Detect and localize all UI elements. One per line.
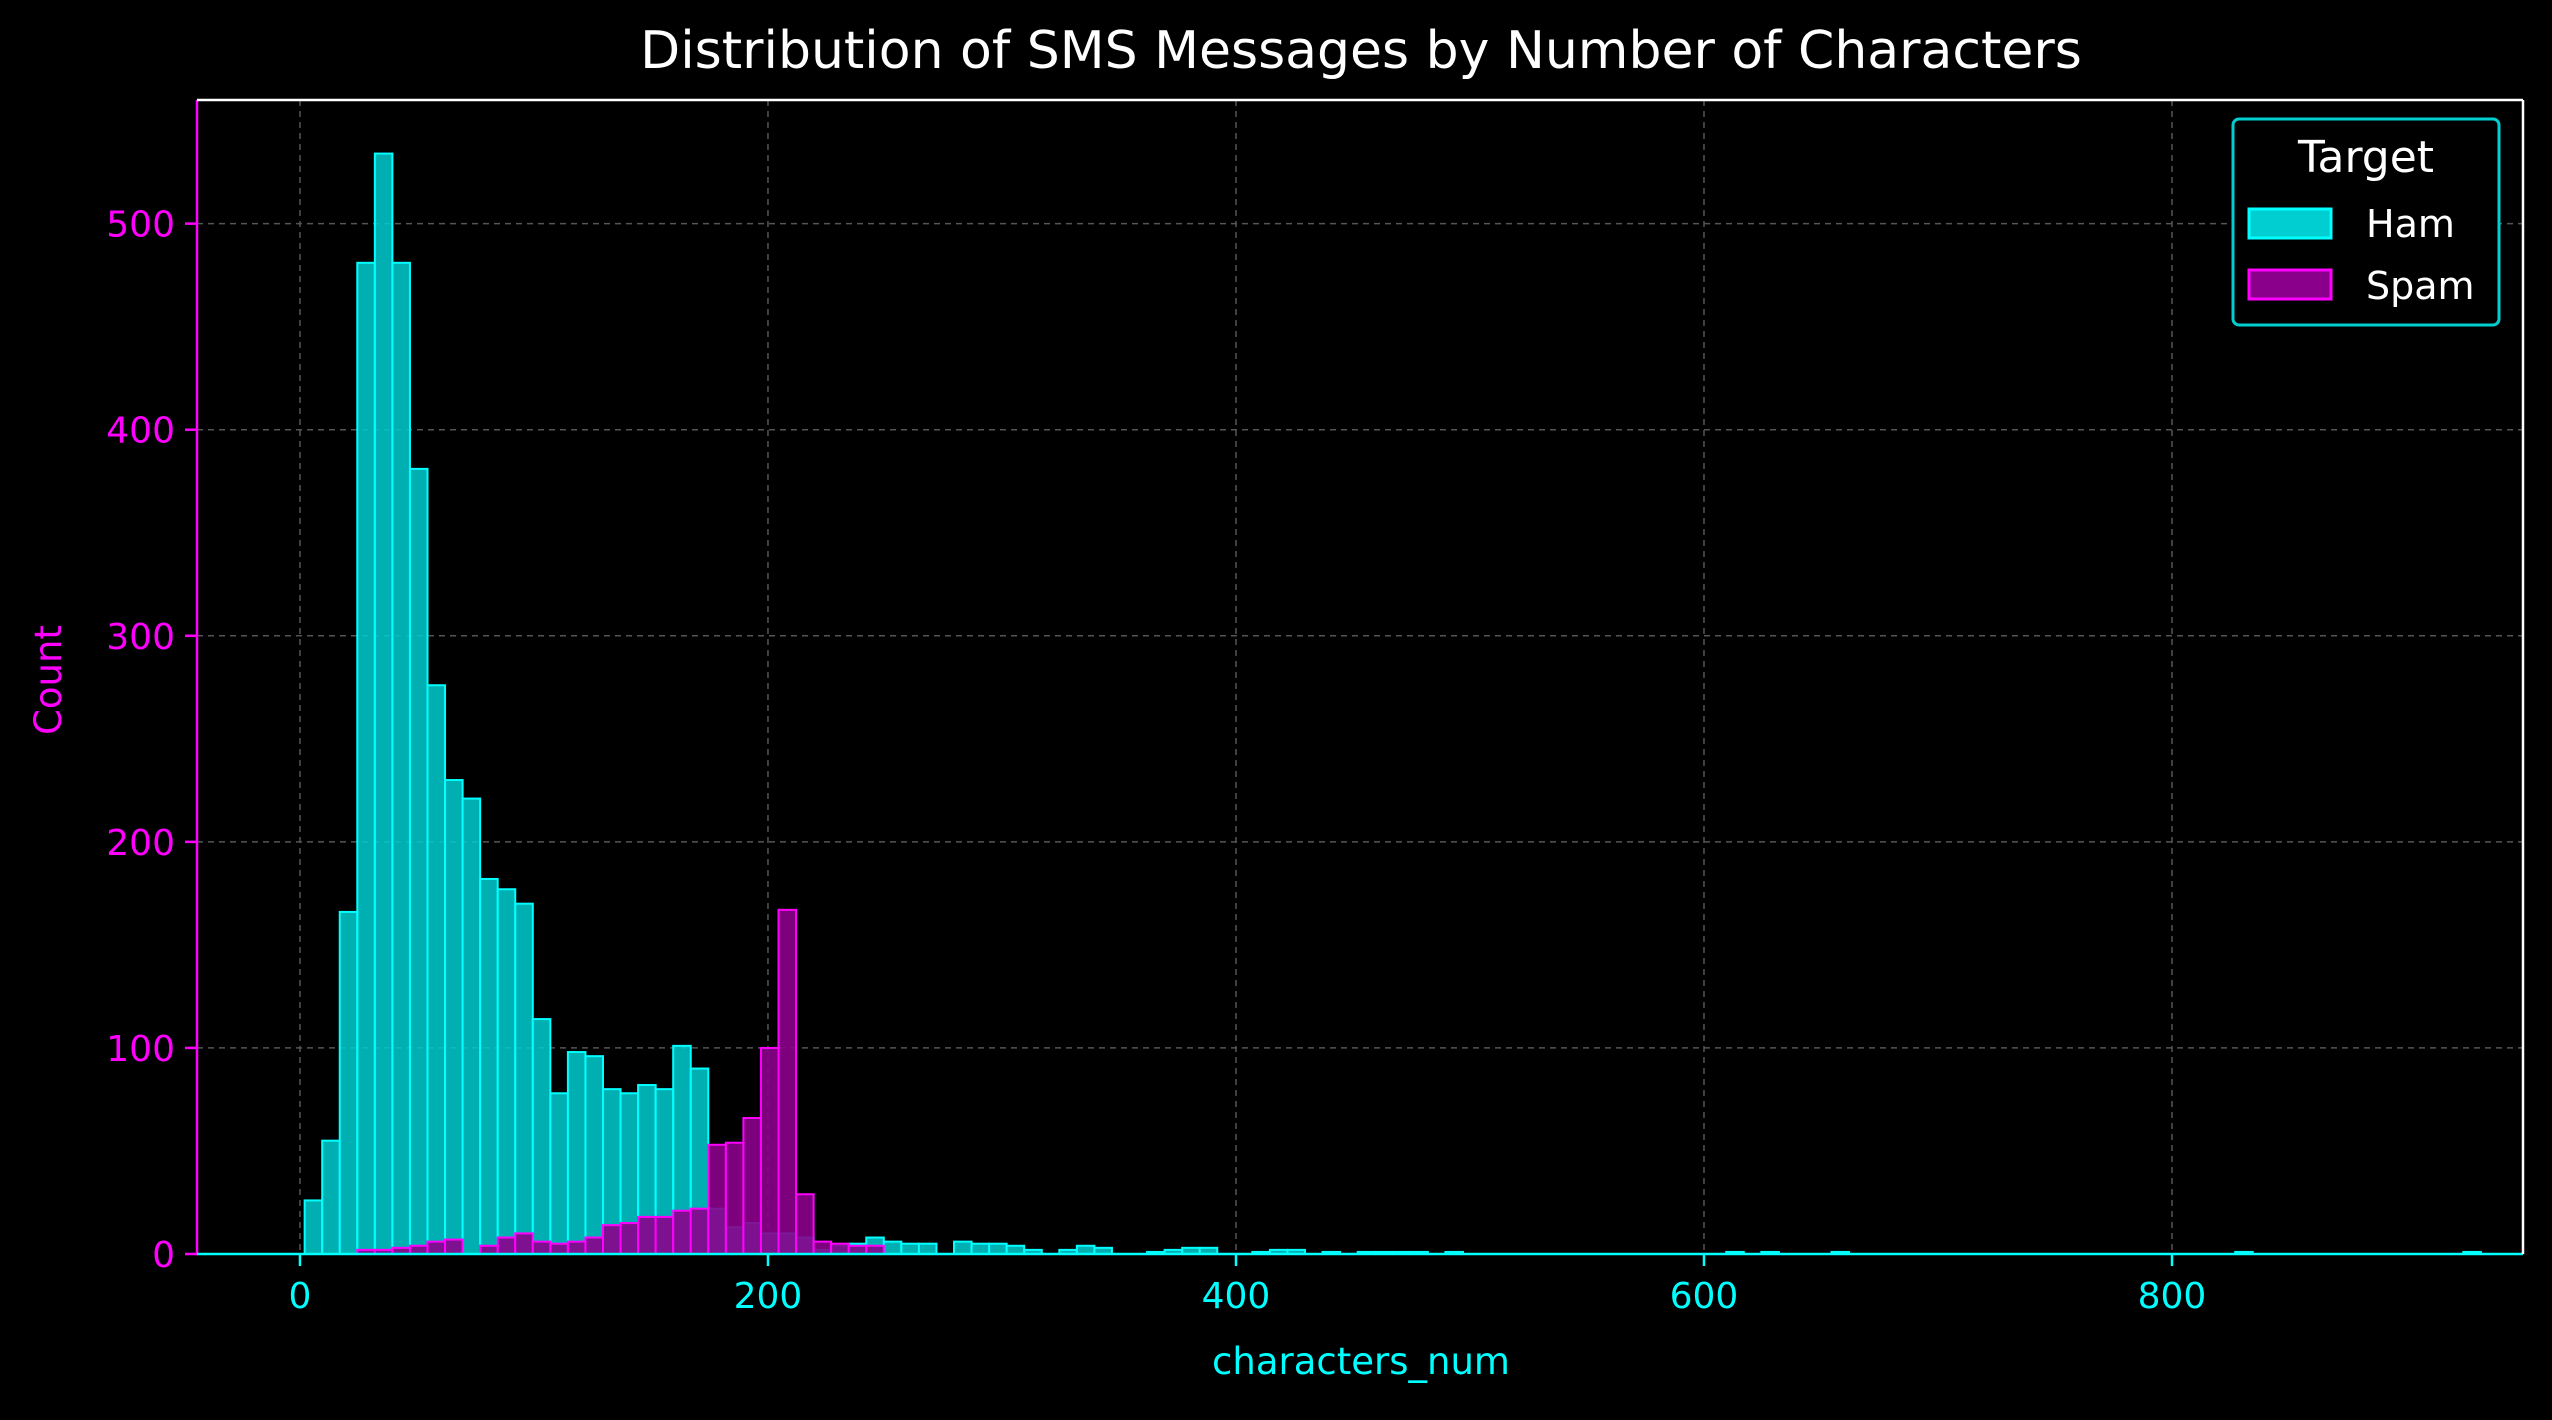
- spam-bar: [830, 1242, 850, 1255]
- spam-bars: [356, 908, 885, 1256]
- legend-label-ham: Ham: [2366, 202, 2455, 246]
- spam-bar: [566, 1240, 587, 1256]
- ham-bar: [408, 467, 429, 1255]
- ham-bar: [479, 877, 499, 1255]
- spam-bar: [549, 1242, 569, 1255]
- y-tick-label: 300: [106, 617, 175, 658]
- ham-bar: [566, 1051, 587, 1256]
- spam-bar: [724, 1141, 745, 1256]
- spam-bar: [777, 908, 798, 1255]
- y-axis-label: Count: [27, 625, 70, 735]
- legend-label-spam: Spam: [2366, 264, 2475, 308]
- ham-bar: [373, 152, 394, 1255]
- x-tick-label: 400: [1202, 1276, 1271, 1317]
- spam-bar: [742, 1116, 762, 1255]
- x-tick-label: 200: [734, 1276, 803, 1317]
- spam-bar: [514, 1232, 534, 1255]
- x-tick-label: 800: [2138, 1276, 2207, 1317]
- ham-bar: [391, 261, 411, 1255]
- chart-title: Distribution of SMS Messages by Number o…: [640, 21, 2082, 81]
- spam-bar: [654, 1215, 675, 1255]
- ham-bar: [917, 1242, 938, 1255]
- y-tick-label: 400: [106, 411, 175, 452]
- spam-bar: [531, 1240, 552, 1256]
- ham-bar: [584, 1055, 604, 1255]
- legend-title: Target: [2297, 132, 2434, 183]
- spam-bar: [444, 1238, 464, 1255]
- spam-bar: [707, 1143, 727, 1255]
- x-axis-label: characters_num: [1212, 1340, 1510, 1383]
- spam-bar: [619, 1222, 640, 1255]
- ham-bar: [461, 797, 482, 1255]
- ham-bar: [426, 684, 447, 1255]
- legend-swatch-spam: [2247, 268, 2333, 301]
- spam-bar: [584, 1236, 604, 1255]
- ham-bar: [882, 1240, 903, 1256]
- ham-bar: [549, 1092, 569, 1255]
- spam-bar: [795, 1193, 815, 1255]
- legend-swatch-ham: [2247, 207, 2333, 240]
- y-tick-label: 0: [152, 1235, 175, 1276]
- spam-bar: [426, 1240, 447, 1256]
- y-tick-label: 500: [106, 205, 175, 246]
- x-tick-label: 600: [1670, 1276, 1739, 1317]
- legend: Target Ham Spam: [2231, 117, 2501, 327]
- tick-layer: 0 200 400 600 800 0 100 200 300 400 500: [106, 205, 2206, 1317]
- axes-layer: [195, 98, 2525, 1256]
- ham-bar: [303, 1199, 324, 1255]
- spam-bar: [812, 1240, 833, 1256]
- spam-bar: [759, 1046, 780, 1256]
- spam-bar: [601, 1224, 622, 1256]
- y-tick-label: 200: [106, 823, 175, 864]
- ham-bar: [514, 902, 534, 1256]
- ham-bar: [900, 1242, 920, 1255]
- x-tick-label: 0: [289, 1276, 312, 1317]
- ham-bar: [356, 261, 376, 1255]
- spam-bar: [672, 1209, 692, 1255]
- y-tick-label: 100: [106, 1029, 175, 1070]
- spam-bar: [637, 1215, 657, 1255]
- ham-bar: [970, 1242, 991, 1255]
- spam-bar: [496, 1236, 517, 1255]
- ham-bar: [496, 888, 517, 1256]
- ham-bar: [988, 1242, 1008, 1255]
- ham-bar: [444, 779, 464, 1255]
- spam-bar: [689, 1207, 710, 1256]
- ham-bar: [338, 910, 359, 1256]
- ham-bar: [953, 1240, 973, 1256]
- ham-bar: [321, 1139, 341, 1256]
- ham-bar: [531, 1018, 552, 1255]
